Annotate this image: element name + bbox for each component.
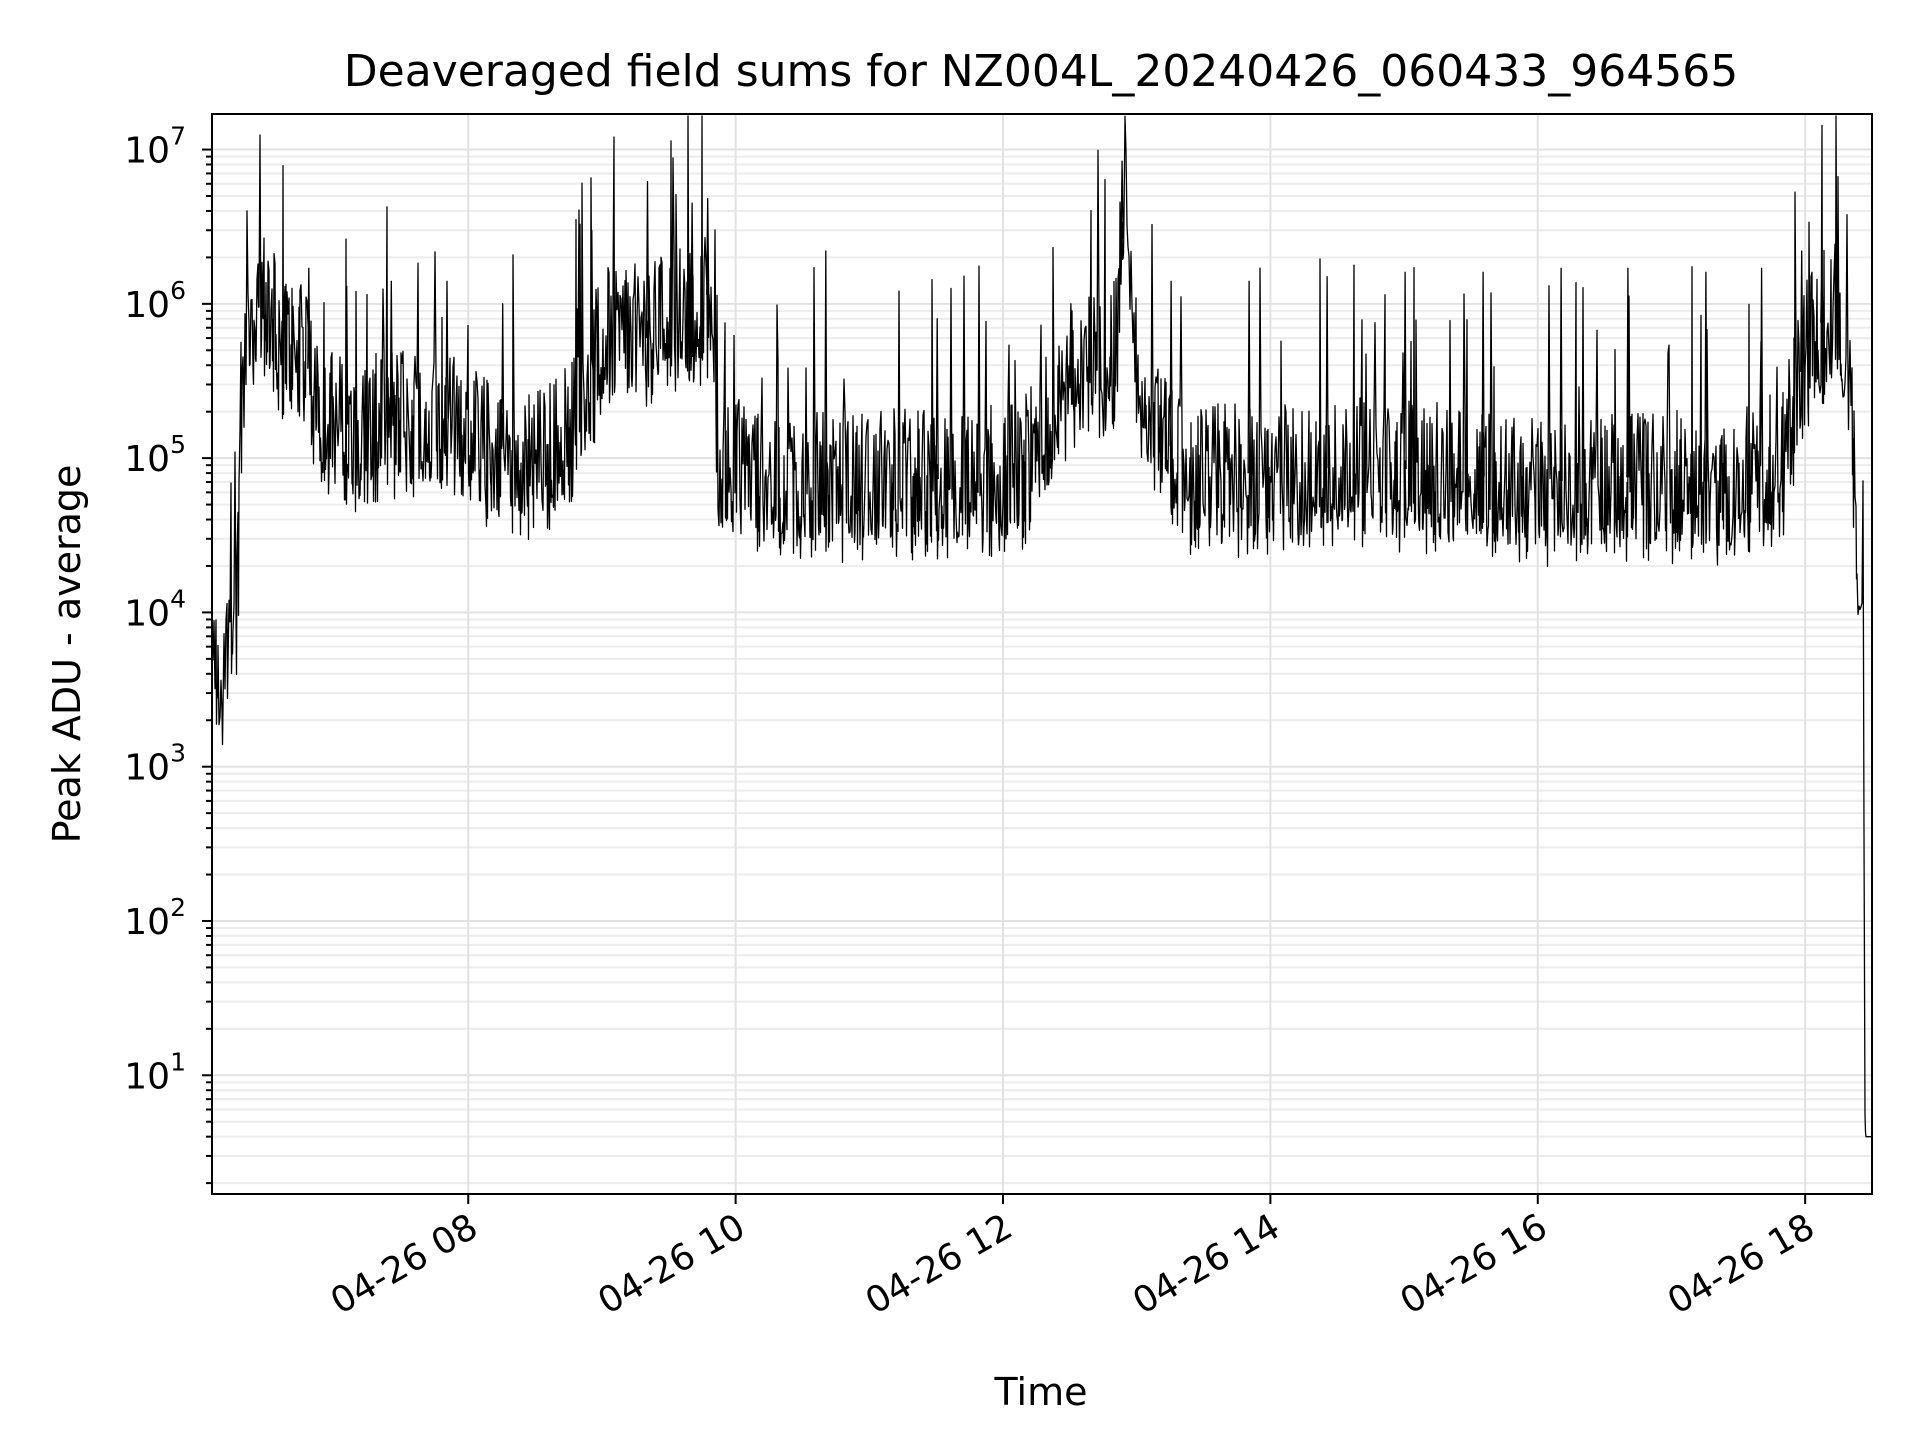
x-tick-label: 04-26 10 [591,1206,752,1322]
y-tick-label: 101 [124,1047,186,1097]
ticks: 101 102 103 104 105 106 107 04-26 08 04-26 10 04-… [124,122,1821,1323]
y-tick-label: 107 [124,122,186,172]
y-tick-label: 104 [124,584,186,634]
y-tick-label: 102 [124,893,186,943]
x-tick-label: 04-26 08 [324,1206,485,1322]
x-tick-label: 04-26 14 [1126,1206,1287,1322]
x-tick-label: 04-26 18 [1661,1206,1822,1322]
x-axis-label: Time [994,1370,1088,1414]
y-axis-label: Peak ADU - average [45,465,89,844]
plot-frame [211,113,1873,1195]
chart-title: Deaveraged field sums for NZ004L_2024042… [344,46,1738,97]
y-tick-label: 103 [124,739,186,789]
grid [212,114,1872,1194]
x-tick-label: 04-26 12 [859,1206,1020,1322]
y-tick-label: 106 [124,276,186,326]
series-line [212,115,1871,1138]
y-tick-label: 105 [124,430,186,480]
x-tick-label: 04-26 16 [1394,1206,1555,1322]
